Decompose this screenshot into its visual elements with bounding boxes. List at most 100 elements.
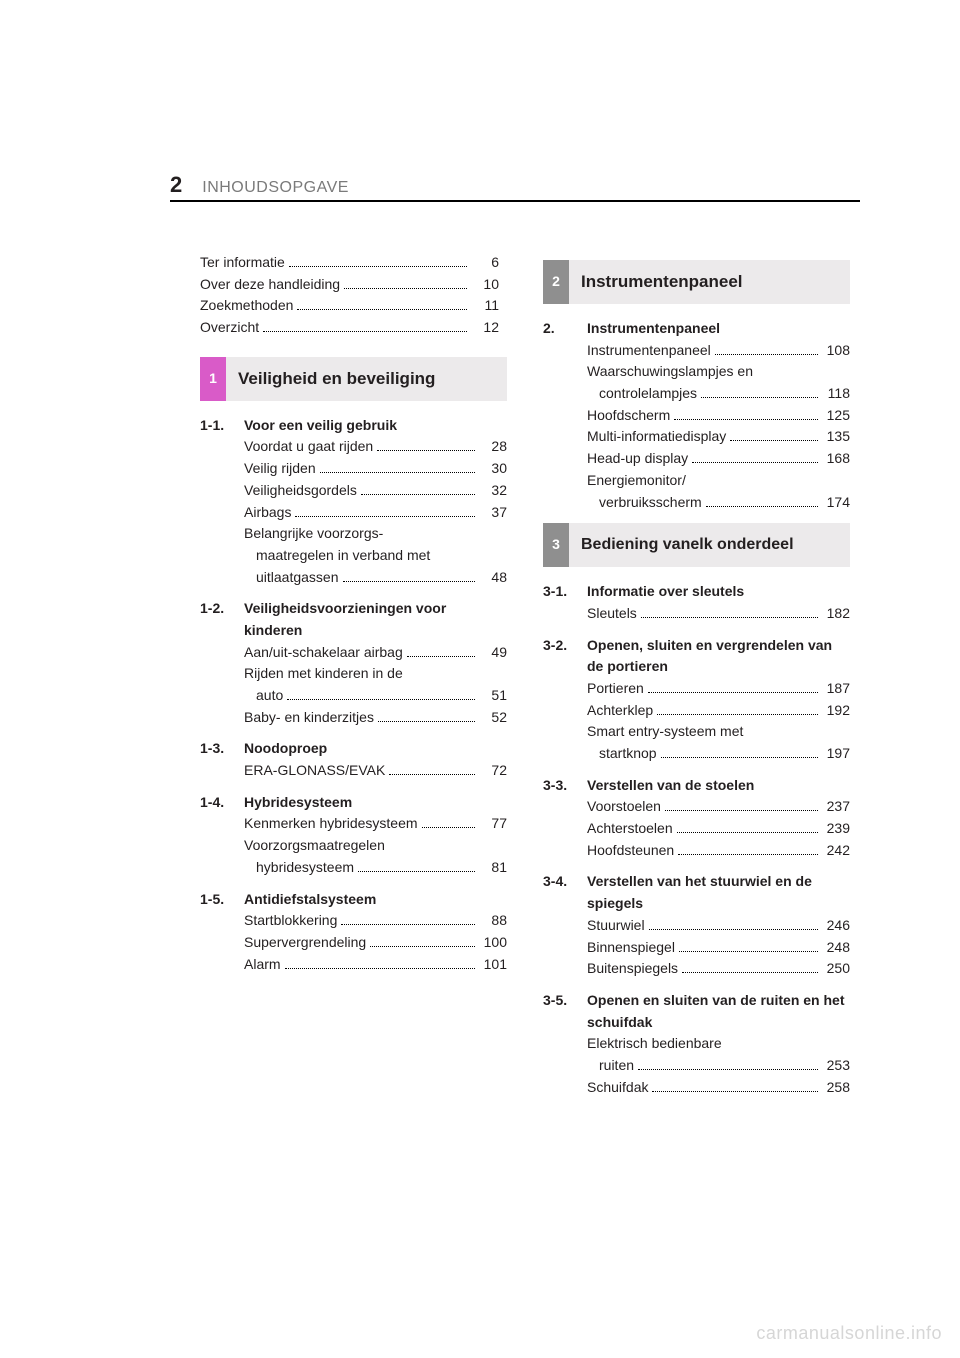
toc-entry-dots: [289, 253, 467, 267]
toc-group-header: 3-5.Openen en sluiten van de ruiten en h…: [543, 990, 850, 1033]
toc-entry: Supervergrendeling100: [244, 932, 507, 954]
toc-group: 1-3.NoodoproepERA-GLONASS/EVAK 72: [200, 738, 507, 781]
toc-entry: Kenmerken hybridesysteem 77: [244, 813, 507, 835]
toc-entry: Alarm101: [244, 954, 507, 976]
toc-group-number: 1-5.: [200, 889, 236, 911]
toc-entry-dots: [706, 493, 818, 507]
toc-entries: Stuurwiel246Binnenspiegel248Buitenspiege…: [543, 915, 850, 980]
toc-entry-dots: [682, 960, 818, 974]
watermark: carmanualsonline.info: [756, 1323, 942, 1344]
toc-entry-label: controlelampjes: [587, 383, 697, 405]
toc-entry-label: uitlaatgassen: [244, 567, 339, 589]
section-band: 1Veiligheid en beveiliging: [200, 357, 507, 401]
toc-entry: Voordat u gaat rijden28: [244, 436, 507, 458]
toc-entry-line: uitlaatgassen48: [244, 567, 507, 589]
toc-entry-page: 77: [479, 813, 507, 835]
toc-entry-page: 72: [479, 760, 507, 782]
page-header: 2 INHOUDSOPGAVE: [170, 172, 860, 198]
toc-entries: Elektrisch bedienbareruiten253Schuifdak2…: [543, 1033, 850, 1098]
toc-entry-line: verbruiksscherm174: [587, 492, 850, 514]
toc-group-title: Openen en sluiten van de ruiten en het s…: [587, 990, 850, 1033]
toc-entry-page: 239: [822, 818, 850, 840]
toc-entry-dots: [343, 568, 475, 582]
toc-group: 3-5.Openen en sluiten van de ruiten en h…: [543, 990, 850, 1098]
toc-entry: Smart entry-systeem metstartknop197: [587, 721, 850, 764]
toc-entry-label: Voordat u gaat rijden: [244, 436, 373, 458]
toc-group: 2.InstrumentenpaneelInstrumentenpaneel10…: [543, 318, 850, 513]
toc-entry-page: 118: [822, 383, 850, 405]
toc-group: 3-1.Informatie over sleutelsSleutels182: [543, 581, 850, 624]
toc-group: 1-1.Voor een veilig gebruikVoordat u gaa…: [200, 415, 507, 589]
toc-group-number: 1-3.: [200, 738, 236, 760]
section-tab: 3: [543, 523, 569, 567]
toc-group-number: 1-2.: [200, 598, 236, 641]
toc-entry: Belangrijke voorzorgs-maatregelen in ver…: [244, 523, 507, 588]
toc-entry-label: Veiligheidsgordels: [244, 480, 357, 502]
toc-entry-label: Baby- en kinderzitjes: [244, 707, 374, 729]
toc-entry-page: 81: [479, 857, 507, 879]
toc-entries: Voordat u gaat rijden28Veilig rijden30Ve…: [200, 436, 507, 588]
toc-entry-line: auto51: [244, 685, 507, 707]
toc-entry: Hoofdscherm125: [587, 405, 850, 427]
toc-entry-label: Sleutels: [587, 603, 637, 625]
toc-group-title: Antidiefstalsysteem: [244, 889, 507, 911]
toc-group-header: 2.Instrumentenpaneel: [543, 318, 850, 340]
toc-group-header: 1-5. Antidiefstalsysteem: [200, 889, 507, 911]
toc-entry-label: hybridesysteem: [244, 857, 354, 879]
toc-column-right: 2Instrumentenpaneel2.InstrumentenpaneelI…: [543, 252, 850, 1198]
toc-group-header: 1-3.Noodoproep: [200, 738, 507, 760]
toc-group-title: Voor een veilig gebruik: [244, 415, 507, 437]
toc-group-number: 3-3.: [543, 775, 579, 797]
toc-entry-dots: [341, 912, 475, 926]
toc-entry-label: auto: [244, 685, 283, 707]
page-number: 2: [170, 172, 182, 198]
toc-entry-label: Kenmerken hybridesysteem: [244, 813, 418, 835]
toc-entry-page: 49: [479, 642, 507, 664]
toc-entry-page: 37: [479, 502, 507, 524]
toc-entry: Schuifdak258: [587, 1077, 850, 1099]
toc-entry-dots: [661, 744, 818, 758]
toc-entry-page: 250: [822, 958, 850, 980]
toc-entry-label: Over deze handleiding: [200, 274, 340, 296]
toc-entry-label: Portieren: [587, 678, 644, 700]
toc-entry-page: 32: [479, 480, 507, 502]
toc-entry-label: ERA-GLONASS/EVAK: [244, 760, 385, 782]
toc-entry: Sleutels182: [587, 603, 850, 625]
section-title: Bediening vanelk onderdeel: [569, 523, 850, 567]
toc-group-title: Veiligheidsvoorzieningen voor kinderen: [244, 598, 507, 641]
toc-entry-label: Veilig rijden: [244, 458, 316, 480]
toc-group: 1-4.HybridesysteemKenmerken hybridesyste…: [200, 792, 507, 879]
toc-entry-line: Smart entry-systeem met: [587, 721, 850, 743]
toc-entry-dots: [701, 384, 818, 398]
toc-group-header: 1-2.Veiligheidsvoorzieningen voor kinder…: [200, 598, 507, 641]
toc-entries: Aan/uit-schakelaar airbag49Rijden met ki…: [200, 642, 507, 729]
toc-group: 1-2.Veiligheidsvoorzieningen voor kinder…: [200, 598, 507, 728]
toc-group: 3-3.Verstellen van de stoelenVoorstoelen…: [543, 775, 850, 862]
toc-entry-dots: [361, 481, 475, 495]
toc-entry-dots: [287, 686, 475, 700]
toc-entry-line: Belangrijke voorzorgs-: [244, 523, 507, 545]
toc-group-number: 2.: [543, 318, 579, 340]
toc-group-title: Hybridesysteem: [244, 792, 507, 814]
toc-entries: Startblokkering88Supervergrendeling100Al…: [200, 910, 507, 975]
toc-entry-page: 258: [822, 1077, 850, 1099]
toc-entry-dots: [692, 450, 818, 464]
toc-entry: Waarschuwingslampjes encontrolelampjes11…: [587, 361, 850, 404]
toc-entry-dots: [679, 938, 818, 952]
toc-entry-dots: [285, 955, 475, 969]
toc-entry-label: Multi-informatiedisplay: [587, 426, 726, 448]
section-title: Instrumentenpaneel: [569, 260, 850, 304]
toc-entry-line: hybridesysteem 81: [244, 857, 507, 879]
header-rule: [170, 200, 860, 202]
toc-entry-label: Achterklep: [587, 700, 653, 722]
toc-intro-entry: Overzicht12: [200, 317, 499, 339]
toc-entry-label: ruiten: [587, 1055, 634, 1077]
toc-entry-label: Airbags: [244, 502, 291, 524]
toc-entry-page: 100: [479, 932, 507, 954]
toc-entry: Binnenspiegel248: [587, 937, 850, 959]
toc-entry-dots: [657, 701, 818, 715]
toc-group-number: 3-1.: [543, 581, 579, 603]
toc-entry-dots: [358, 858, 475, 872]
toc-entry-label: Instrumentenpaneel: [587, 340, 711, 362]
toc-entry: ERA-GLONASS/EVAK 72: [244, 760, 507, 782]
